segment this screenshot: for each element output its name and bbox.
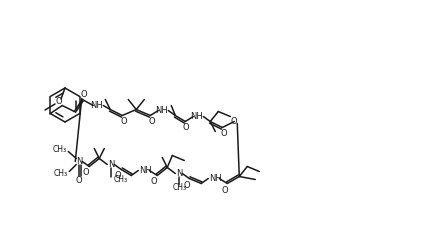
Text: O: O (183, 123, 190, 132)
Text: NH: NH (90, 101, 103, 110)
Text: O: O (231, 117, 238, 126)
Text: O: O (121, 117, 128, 126)
Text: O: O (76, 176, 83, 185)
Text: NH: NH (139, 166, 152, 175)
Text: CH₃: CH₃ (113, 175, 127, 184)
Text: O: O (222, 186, 229, 195)
Text: CH₃: CH₃ (53, 169, 67, 178)
Text: N: N (176, 169, 183, 178)
Text: CH₃: CH₃ (52, 145, 66, 154)
Text: NH: NH (155, 106, 168, 115)
Text: O: O (115, 171, 122, 180)
Text: O: O (221, 129, 228, 138)
Text: O: O (83, 168, 90, 177)
Text: O: O (184, 181, 191, 190)
Text: NH: NH (209, 174, 221, 183)
Text: O: O (81, 90, 88, 99)
Text: N: N (108, 160, 114, 169)
Text: N: N (76, 157, 83, 166)
Text: NH: NH (190, 112, 202, 121)
Text: CH₃: CH₃ (172, 183, 187, 192)
Text: O: O (151, 177, 158, 186)
Text: O: O (56, 98, 62, 106)
Text: O: O (149, 117, 156, 126)
